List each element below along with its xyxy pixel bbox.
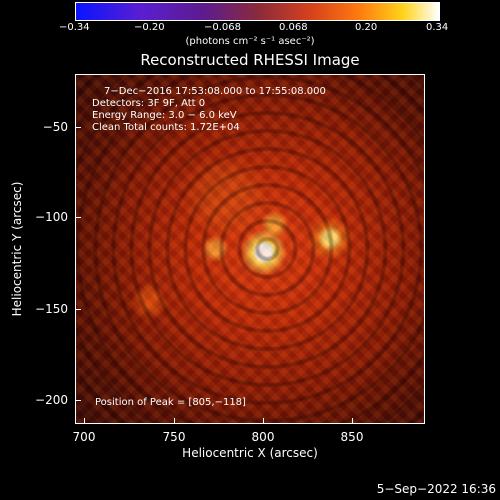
- x-tick-label: 800: [251, 430, 275, 444]
- y-tick-label: −50: [42, 120, 68, 134]
- colorbar-tick: −0.34: [59, 22, 90, 33]
- x-tick-mark: [352, 418, 353, 424]
- y-tick-mark: [75, 217, 81, 218]
- y-axis-label: Heliocentric Y (arcsec): [10, 181, 24, 317]
- x-axis-label: Heliocentric X (arcsec): [182, 446, 318, 460]
- x-tick-mark: [174, 418, 175, 424]
- colorbar-tick: −0.20: [134, 22, 165, 33]
- colorbar-unit-label: (photons cm⁻² s⁻¹ asec⁻²): [185, 36, 315, 47]
- x-tick-label: 850: [340, 430, 364, 444]
- timestamp: 5−Sep−2022 16:36: [376, 482, 496, 496]
- y-tick-label: −200: [35, 393, 68, 407]
- plot-title: Reconstructed RHESSI Image: [140, 51, 360, 69]
- total-counts-text: Clean Total counts: 1.72E+04: [92, 122, 240, 133]
- y-tick-label: −150: [35, 302, 68, 316]
- y-tick-mark: [75, 400, 81, 401]
- colorbar-tick: −0.068: [204, 22, 242, 33]
- x-tick-label: 750: [162, 430, 186, 444]
- x-tick-mark: [84, 418, 85, 424]
- y-tick-mark: [75, 309, 81, 310]
- image-texture: [76, 75, 424, 423]
- peak-position-text: Position of Peak = [805,−118]: [95, 397, 246, 408]
- colorbar-tick: 0.068: [279, 22, 308, 33]
- energy-range-text: Energy Range: 3.0 − 6.0 keV: [92, 110, 237, 121]
- colorbar: [75, 2, 440, 21]
- y-tick-label: −100: [35, 210, 68, 224]
- solar-image: 7−Dec−2016 17:53:08.000 to 17:55:08.000 …: [75, 74, 425, 424]
- detectors-text: Detectors: 3F 9F, Att 0: [92, 98, 206, 109]
- x-tick-mark: [263, 418, 264, 424]
- colorbar-tick: 0.20: [355, 22, 378, 33]
- x-tick-label: 700: [72, 430, 96, 444]
- y-tick-mark: [75, 127, 81, 128]
- time-range-text: 7−Dec−2016 17:53:08.000 to 17:55:08.000: [104, 86, 326, 97]
- colorbar-tick: 0.34: [426, 22, 449, 33]
